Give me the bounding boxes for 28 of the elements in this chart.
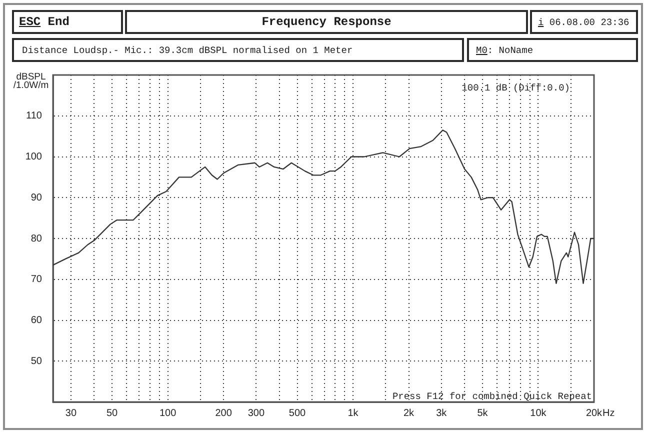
x-tick-label: 1k xyxy=(348,408,360,419)
x-tick-label: 50 xyxy=(106,408,118,419)
x-tick-label: 3k xyxy=(436,408,448,419)
y-tick-label: 100 xyxy=(25,152,42,162)
x-tick-label: 10k xyxy=(530,408,548,419)
x-tick-label: 30 xyxy=(65,408,77,419)
text: M0: NoName xyxy=(476,44,534,56)
x-tick-label: 200 xyxy=(215,408,232,419)
y-tick-label: 60 xyxy=(30,315,42,326)
x-tick-label: 5k xyxy=(477,408,489,419)
y-axis-title: dBSPL /1.0W/m xyxy=(13,72,49,92)
chart-subtitle: Distance Loudsp.- Mic.: 39.3cm dBSPL normalised on 1 Meter xyxy=(22,44,353,56)
y-tick-label: 70 xyxy=(30,274,42,286)
x-tick-label: 2k xyxy=(403,408,416,419)
x-tick-label: 100 xyxy=(159,408,177,419)
chart-title: Frequency Response xyxy=(262,15,392,29)
text: ESC End xyxy=(19,15,70,29)
x-tick-label: 500 xyxy=(288,408,306,419)
y-tick-label: 90 xyxy=(30,192,42,204)
text: i 06.08.00 23:36 xyxy=(538,16,630,28)
x-tick-label: 20k xyxy=(586,408,604,419)
y-tick-label: 110 xyxy=(26,110,42,122)
y-tick-label: 50 xyxy=(30,356,42,367)
x-axis-title: Hz xyxy=(602,408,615,419)
annotation: Press F12 for combined Quick Repeat xyxy=(392,391,592,402)
x-tick-label: 300 xyxy=(248,408,265,419)
y-tick-label: 80 xyxy=(30,233,42,244)
annotation: 100.1 dB (Diff:0.0) xyxy=(462,82,570,94)
